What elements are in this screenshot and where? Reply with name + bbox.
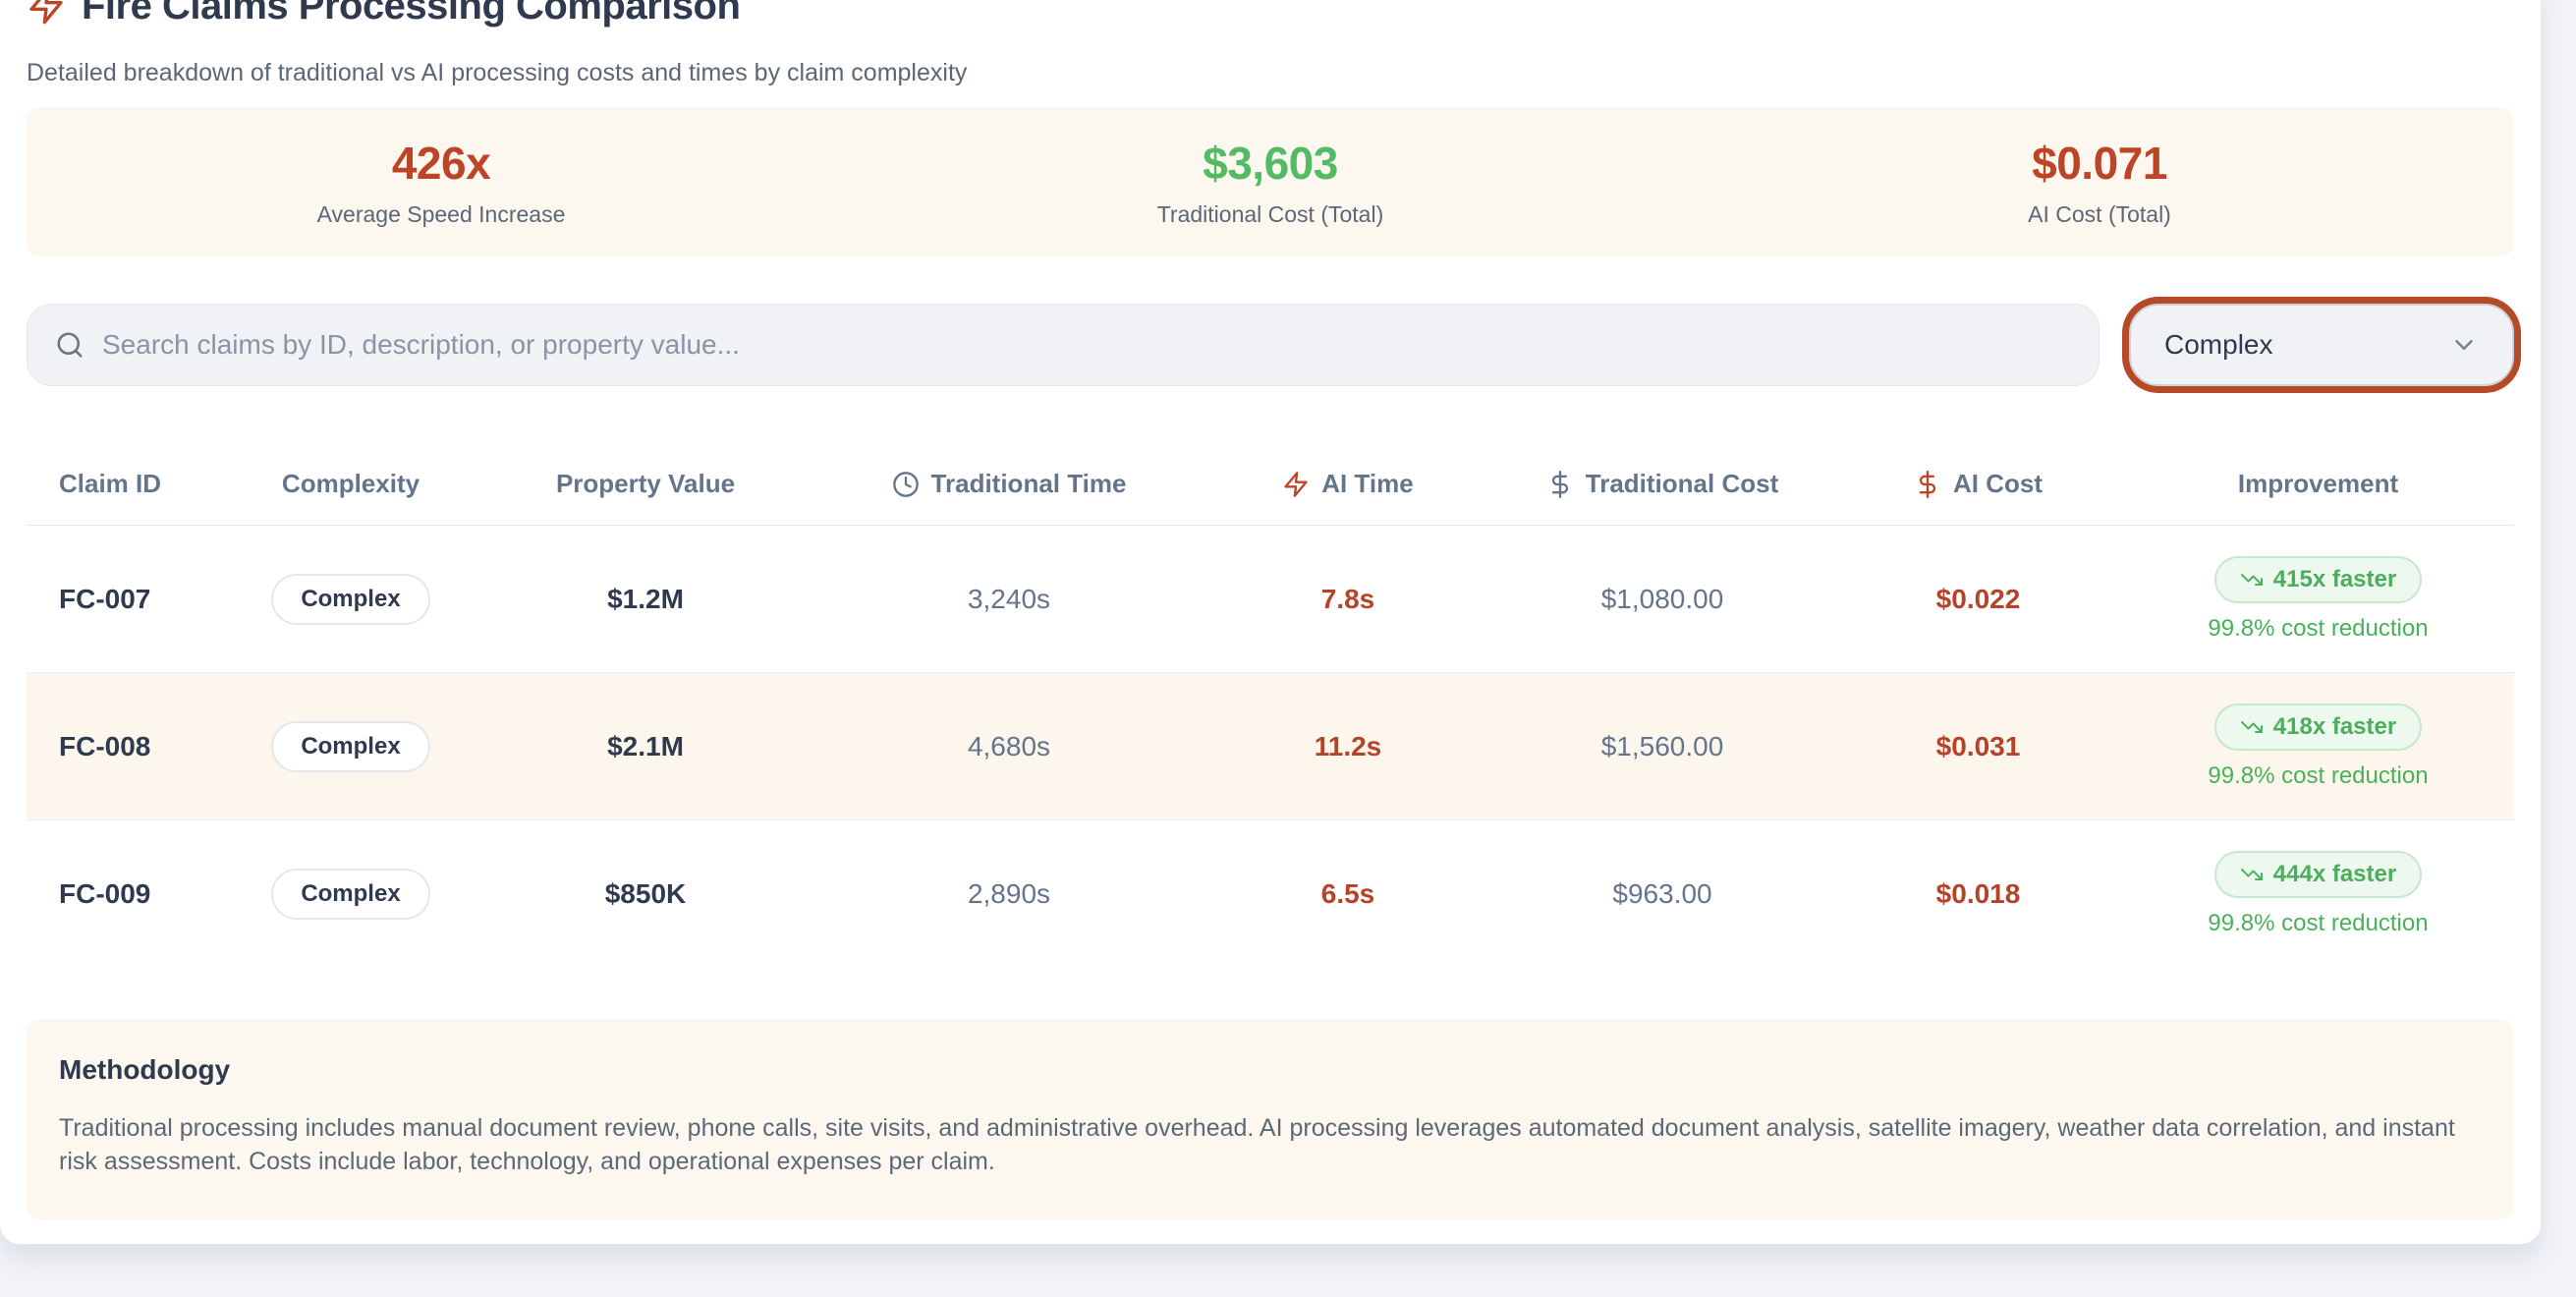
- page-title: Fire Claims Processing Comparison: [82, 0, 741, 28]
- zap-icon: [27, 0, 66, 26]
- stat-value: $3,603: [1203, 137, 1338, 189]
- controls-row: Complex: [27, 304, 2514, 386]
- col-ai-cost: AI Cost: [1834, 469, 2122, 499]
- search-icon: [55, 330, 84, 360]
- complexity-badge: Complex: [271, 720, 430, 772]
- methodology-panel: Methodology Traditional processing inclu…: [27, 1019, 2514, 1219]
- complexity-badge: Complex: [271, 869, 430, 920]
- complexity-filter-select[interactable]: Complex: [2129, 304, 2514, 386]
- improvement-cell: 444x faster 99.8% cost reduction: [2122, 851, 2514, 937]
- table-row: FC-007 Complex $1.2M 3,240s 7.8s $1,080.…: [27, 526, 2514, 673]
- fire-claims-card: Fire Claims Processing Comparison Detail…: [0, 0, 2541, 1244]
- col-property-value: Property Value: [555, 469, 736, 498]
- claims-table: Claim ID Complexity Property Value Tradi…: [27, 461, 2514, 968]
- traditional-time: 3,240s: [967, 583, 1051, 614]
- zap-icon: [1282, 471, 1310, 498]
- search-box[interactable]: [27, 304, 2100, 386]
- cost-reduction: 99.8% cost reduction: [2208, 761, 2429, 789]
- ai-time: 7.8s: [1320, 583, 1375, 614]
- traditional-time: 2,890s: [967, 878, 1051, 909]
- traditional-cost: $963.00: [1612, 878, 1712, 909]
- stat-label: AI Cost (Total): [2028, 200, 2171, 227]
- dollar-icon: [1546, 470, 1574, 498]
- stat-label: Traditional Cost (Total): [1156, 200, 1384, 227]
- ai-cost: $0.022: [1935, 583, 2021, 614]
- trending-down-icon: [2240, 715, 2264, 739]
- traditional-cost: $1,560.00: [1600, 730, 1724, 761]
- col-traditional-cost: Traditional Cost: [1490, 469, 1834, 499]
- speed-badge: 415x faster: [2213, 555, 2423, 603]
- claim-id: FC-009: [59, 878, 151, 909]
- speed-badge-label: 444x faster: [2272, 861, 2397, 887]
- ai-time: 11.2s: [1314, 730, 1382, 761]
- table-row: FC-009 Complex $850K 2,890s 6.5s $963.00…: [27, 820, 2514, 968]
- cost-reduction: 99.8% cost reduction: [2208, 614, 2429, 642]
- trending-down-icon: [2240, 863, 2264, 886]
- chevron-down-icon: [2449, 330, 2479, 360]
- complexity-badge: Complex: [271, 573, 430, 625]
- speed-badge: 444x faster: [2213, 851, 2423, 898]
- property-value: $850K: [604, 878, 687, 909]
- property-value: $2.1M: [607, 730, 684, 761]
- col-complexity: Complexity: [281, 469, 420, 498]
- col-label: Traditional Cost: [1585, 469, 1779, 498]
- col-traditional-time: Traditional Time: [812, 469, 1205, 499]
- ai-time: 6.5s: [1320, 878, 1375, 909]
- table-row: FC-008 Complex $2.1M 4,680s 11.2s $1,560…: [27, 673, 2514, 820]
- stat-value: 426x: [391, 137, 491, 189]
- col-ai-time: AI Time: [1205, 469, 1490, 499]
- summary-stats-bar: 426x Average Speed Increase $3,603 Tradi…: [27, 107, 2514, 256]
- claims-table-header: Claim ID Complexity Property Value Tradi…: [27, 461, 2514, 526]
- speed-badge: 418x faster: [2213, 703, 2423, 751]
- selected-complexity: Complex: [2164, 329, 2273, 360]
- stat-speed-increase: 426x Average Speed Increase: [27, 137, 856, 228]
- cost-reduction: 99.8% cost reduction: [2208, 910, 2429, 936]
- page-header: Fire Claims Processing Comparison: [27, 0, 2514, 31]
- col-improvement: Improvement: [2237, 469, 2399, 498]
- stat-ai-cost: $0.071 AI Cost (Total): [1685, 137, 2514, 228]
- col-claim-id: Claim ID: [59, 469, 162, 498]
- methodology-title: Methodology: [59, 1054, 231, 1085]
- stat-traditional-cost: $3,603 Traditional Cost (Total): [856, 137, 1685, 228]
- methodology-text: Traditional processing includes manual d…: [59, 1114, 2455, 1175]
- search-input[interactable]: [102, 329, 2071, 361]
- page-subtitle: Detailed breakdown of traditional vs AI …: [27, 59, 968, 86]
- stat-value: $0.071: [2032, 137, 2167, 189]
- speed-badge-label: 418x faster: [2272, 712, 2397, 740]
- col-label: Traditional Time: [930, 469, 1127, 498]
- ai-cost: $0.031: [1935, 730, 2021, 761]
- dollar-icon: [1914, 470, 1941, 498]
- ai-cost: $0.018: [1935, 878, 2021, 909]
- stat-label: Average Speed Increase: [316, 200, 566, 227]
- improvement-cell: 415x faster 99.8% cost reduction: [2122, 555, 2514, 643]
- property-value: $1.2M: [607, 583, 684, 614]
- trending-down-icon: [2240, 568, 2264, 592]
- claim-id: FC-008: [59, 730, 151, 761]
- improvement-cell: 418x faster 99.8% cost reduction: [2122, 703, 2514, 790]
- traditional-time: 4,680s: [967, 730, 1051, 761]
- traditional-cost: $1,080.00: [1600, 583, 1724, 614]
- col-label: AI Cost: [1953, 469, 2043, 498]
- claim-id: FC-007: [59, 583, 151, 614]
- clock-icon: [892, 471, 920, 498]
- speed-badge-label: 415x faster: [2272, 565, 2397, 592]
- col-label: AI Time: [1321, 469, 1414, 498]
